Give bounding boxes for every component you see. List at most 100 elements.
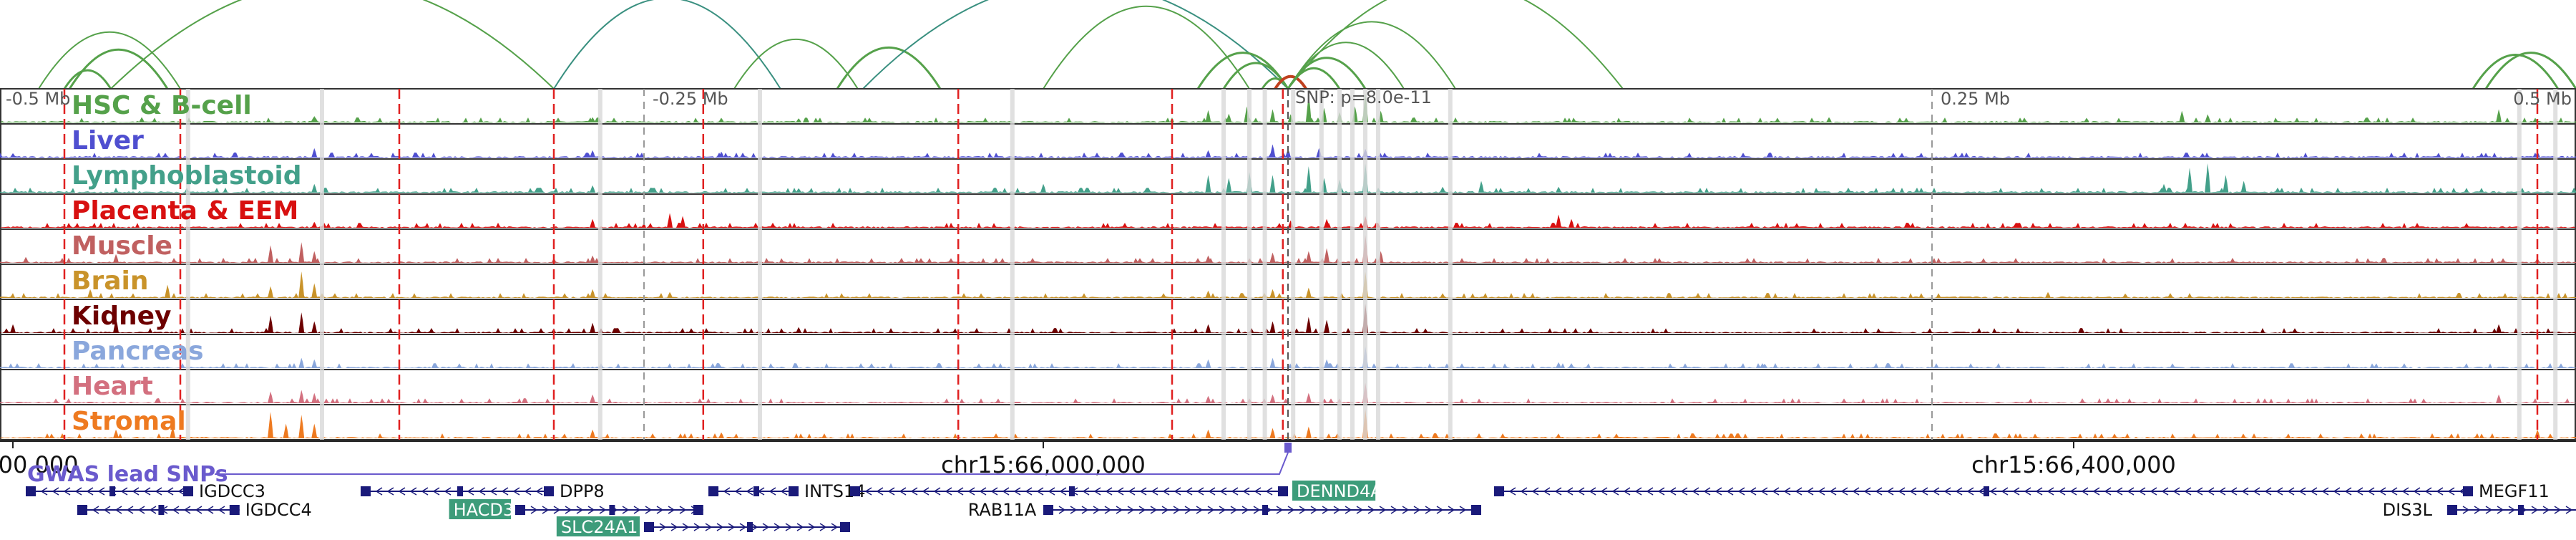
strand-arrow <box>1806 487 1814 496</box>
strand-arrow <box>1749 487 1757 496</box>
loop-arc <box>1261 77 1289 90</box>
strand-arrow <box>1943 487 1951 496</box>
strand-arrow <box>1448 506 1455 514</box>
strand-arrow <box>1886 487 1894 496</box>
strand-arrow <box>1783 487 1791 496</box>
strand-arrow <box>1669 487 1677 496</box>
gene-exon <box>840 522 850 532</box>
strand-arrow <box>1174 487 1181 496</box>
position-label: chr15:66,400,000 <box>1971 451 2176 478</box>
strand-arrow <box>2241 487 2249 496</box>
signal-peak <box>2179 110 2185 122</box>
strand-arrow <box>576 506 584 514</box>
strand-arrow <box>2379 487 2386 496</box>
strand-arrow <box>2390 487 2398 496</box>
strand-arrow <box>1634 487 1642 496</box>
signal-peak <box>298 312 305 333</box>
strand-arrow <box>2474 506 2482 514</box>
highlight-band <box>1291 89 1296 440</box>
loop-arc <box>836 46 942 90</box>
signal-peak <box>311 221 318 228</box>
strand-arrow <box>1231 487 1239 496</box>
signal-peak <box>23 256 29 263</box>
loop-arc <box>862 0 1289 90</box>
strand-arrow <box>1093 506 1101 514</box>
distance-tick-label: -0.5 Mb <box>6 89 70 109</box>
loop-arc <box>1043 5 1250 90</box>
strand-arrow <box>1265 487 1273 496</box>
gene-exon <box>229 505 240 515</box>
signal-peak <box>1269 357 1276 368</box>
signal-peak <box>1269 321 1276 333</box>
strand-arrow <box>1356 506 1364 514</box>
strand-arrow <box>2447 487 2455 496</box>
strand-arrow <box>1081 506 1089 514</box>
signal-peak <box>1305 166 1312 193</box>
highlight-band <box>597 89 602 440</box>
strand-arrow <box>1367 506 1375 514</box>
strand-arrow <box>2497 506 2504 514</box>
gene-ints14: INTS14 <box>708 481 865 501</box>
strand-arrow <box>2001 487 2009 496</box>
loop-arc <box>1222 62 1289 90</box>
strand-arrow <box>2310 487 2318 496</box>
signal-peak <box>1205 324 1211 333</box>
loop-arc <box>553 0 781 90</box>
strand-arrow <box>622 506 630 514</box>
gene-exon <box>747 522 753 532</box>
strand-arrow <box>2069 487 2077 496</box>
strand-arrow <box>409 487 417 496</box>
strand-arrow <box>2436 487 2444 496</box>
signal-peak <box>298 357 305 368</box>
loop-arc <box>68 49 169 90</box>
strand-arrow <box>1425 506 1433 514</box>
signal-peak <box>1324 359 1330 368</box>
signal-peak <box>311 148 318 158</box>
gene-label: DENND4A <box>1297 481 1382 501</box>
signal-peak <box>590 322 595 333</box>
signal-peak <box>268 245 273 263</box>
gene-label: IGDCC4 <box>245 500 312 520</box>
gwas-marker <box>1284 443 1292 453</box>
loop-arc <box>38 31 181 90</box>
strand-arrow <box>2207 487 2215 496</box>
gene-exon <box>183 486 193 496</box>
strand-arrow <box>2195 487 2203 496</box>
strand-arrow <box>2230 487 2238 496</box>
highlight-band <box>1319 89 1324 440</box>
signal-peak <box>268 286 273 298</box>
strand-arrow <box>1139 487 1147 496</box>
signal-peak <box>311 115 318 122</box>
strand-arrow <box>52 487 59 496</box>
strand-arrow <box>1138 506 1146 514</box>
gene-label: IGDCC3 <box>199 481 265 501</box>
strand-arrow <box>1196 487 1204 496</box>
strand-arrow <box>2287 487 2295 496</box>
signal-peak <box>298 242 305 263</box>
strand-arrow <box>2485 506 2493 514</box>
strand-arrow <box>535 487 543 496</box>
strand-arrow <box>831 523 839 531</box>
strand-arrow <box>501 487 509 496</box>
strand-arrow <box>2104 487 2112 496</box>
signal-peak <box>718 432 724 438</box>
strand-arrow <box>2401 487 2409 496</box>
signal-noise <box>0 363 2576 368</box>
strand-arrow <box>1646 487 1654 496</box>
gene-label: RAB11A <box>968 500 1037 520</box>
loop-arc <box>733 39 859 90</box>
chromatin-loops-layer <box>38 0 2576 90</box>
signal-peak <box>1205 150 1211 158</box>
signal-peak <box>1440 186 1445 193</box>
strand-arrow <box>2298 487 2306 496</box>
strand-arrow <box>1128 487 1136 496</box>
strand-arrow <box>1379 506 1387 514</box>
gene-exon <box>544 486 554 496</box>
strand-arrow <box>1554 487 1562 496</box>
signal-peak <box>113 318 119 333</box>
strand-arrow <box>63 487 71 496</box>
strand-arrow <box>467 487 474 496</box>
strand-arrow <box>1989 487 1997 496</box>
strand-arrow <box>1600 487 1608 496</box>
